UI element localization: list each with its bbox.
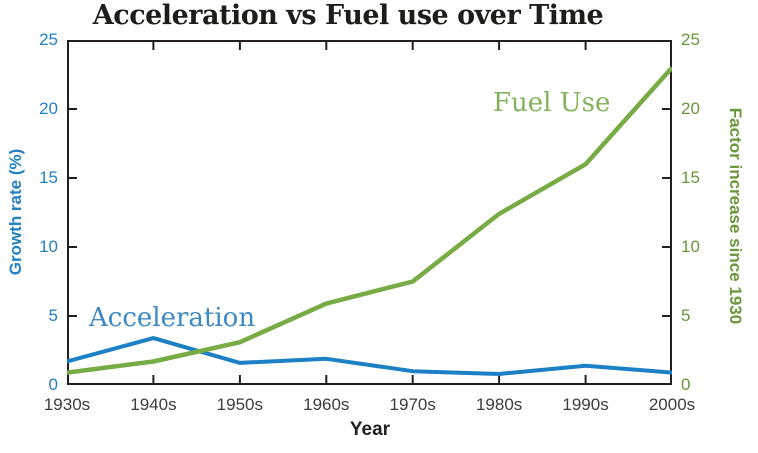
y-left-tick-label: 20 (39, 99, 58, 118)
y-left-tick-label: 15 (39, 168, 58, 187)
plot-area (67, 40, 672, 385)
x-tick-label: 2000s (648, 395, 696, 414)
acceleration-series-label: Acceleration (89, 303, 256, 333)
x-tick-label: 1950s (216, 395, 263, 414)
y-left-tick-label: 5 (48, 306, 58, 325)
x-tick-label: 1940s (130, 395, 177, 414)
y-right-tick-label: 20 (681, 99, 700, 118)
fuel-use-line (67, 66, 672, 375)
x-tick-label: 1970s (389, 395, 436, 414)
x-tick-label: 1980s (475, 395, 523, 414)
x-axis-label: Year (349, 419, 391, 440)
y-right-tick-label: 5 (681, 306, 691, 325)
x-tick-label: 1930s (43, 395, 91, 414)
x-tick-label: 1960s (303, 395, 350, 414)
y-right-tick-label: 0 (681, 375, 691, 394)
plot-canvas (67, 40, 672, 385)
y-left-tick-label: 0 (48, 375, 58, 394)
y-left-tick-label: 10 (39, 237, 58, 256)
acceleration-line (67, 336, 672, 376)
y-axis-right-label: Factor increase since 1930 (726, 107, 745, 325)
y-left-tick-label: 25 (39, 30, 58, 49)
y-right-tick-label: 25 (681, 30, 700, 49)
plot-frame (67, 40, 672, 385)
chart-title: Acceleration vs Fuel use over Time (92, 0, 604, 31)
x-tick-label: 1990s (562, 395, 609, 414)
y-right-tick-label: 10 (681, 237, 700, 256)
y-right-tick-label: 15 (681, 168, 700, 187)
fuel-use-series-label: Fuel Use (493, 88, 611, 118)
